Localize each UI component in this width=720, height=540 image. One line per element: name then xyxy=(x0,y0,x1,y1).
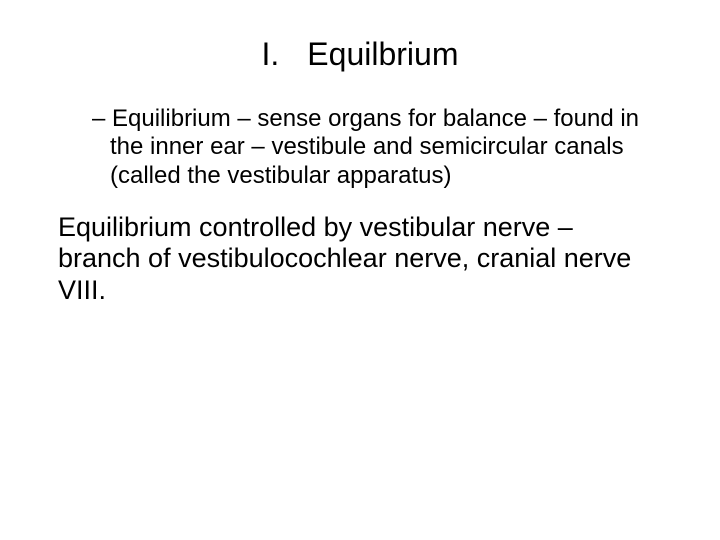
slide-title-text: Equilbrium xyxy=(307,36,458,73)
slide-title-row: I. Equilbrium xyxy=(40,36,680,73)
slide-body: Equilibrium controlled by vestibular ner… xyxy=(58,212,640,306)
slide-title-number: I. xyxy=(262,36,280,73)
slide-bullet: – Equilibrium – sense organs for balance… xyxy=(92,105,640,190)
